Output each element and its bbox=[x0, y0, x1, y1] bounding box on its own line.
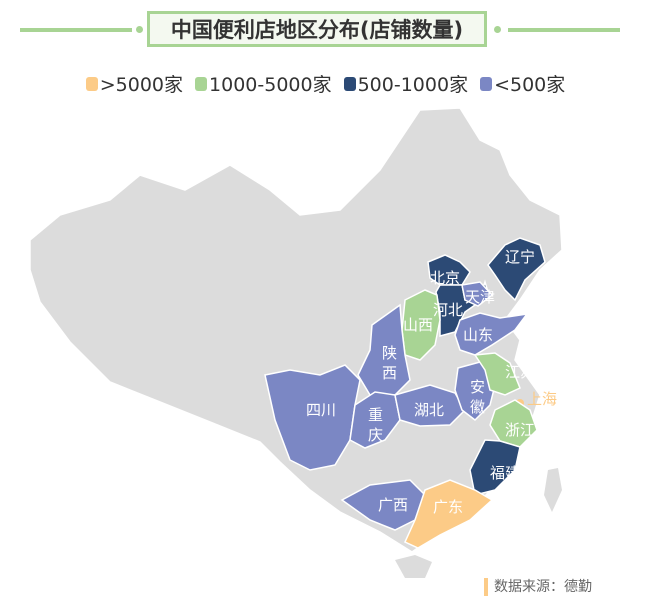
hainan-island bbox=[395, 555, 432, 578]
province-label: 辽宁 bbox=[505, 248, 535, 266]
province-region bbox=[454, 312, 529, 356]
title-dot-right bbox=[494, 26, 501, 33]
province-label: 四川 bbox=[306, 401, 336, 419]
province-region bbox=[349, 391, 401, 449]
province-label: 上海 bbox=[527, 390, 557, 408]
province-region bbox=[461, 281, 494, 307]
data-source: 数据来源：德勤 bbox=[484, 578, 592, 596]
province-region bbox=[487, 237, 546, 302]
legend-swatch bbox=[343, 76, 356, 91]
province-label: 重 bbox=[368, 406, 383, 424]
province-label: 徽 bbox=[470, 398, 485, 416]
title-dot-left bbox=[136, 26, 143, 33]
title-rule-left bbox=[20, 28, 132, 32]
province-region bbox=[357, 303, 411, 396]
legend-item: 500-1000家 bbox=[343, 70, 469, 97]
province-label: 天津 bbox=[465, 288, 495, 306]
legend-item: 1000-5000家 bbox=[195, 70, 332, 97]
province-region bbox=[469, 439, 521, 496]
province-region bbox=[427, 254, 471, 286]
legend-item: <500家 bbox=[480, 70, 565, 97]
legend-label: <500家 bbox=[494, 74, 566, 96]
province-label: 江苏 bbox=[505, 363, 535, 381]
title-rule-right bbox=[508, 28, 620, 32]
province-label: 浙江 bbox=[505, 421, 535, 439]
legend-swatch bbox=[195, 76, 208, 91]
legend-label: >5000家 bbox=[99, 74, 184, 96]
legend-label: 1000-5000家 bbox=[209, 74, 332, 96]
province-label: 湖北 bbox=[414, 401, 444, 419]
taiwan-island bbox=[544, 468, 562, 512]
province-label: 西 bbox=[382, 364, 397, 382]
province-label: 陕 bbox=[382, 344, 397, 362]
province-region bbox=[394, 384, 466, 427]
map-title: 中国便利店地区分布(店铺数量) bbox=[147, 11, 487, 47]
province-label: 北京 bbox=[430, 269, 460, 287]
province-region bbox=[473, 352, 521, 396]
province-label: 山东 bbox=[463, 326, 493, 344]
province-label: 安 bbox=[470, 378, 485, 396]
legend: >5000家 1000-5000家 500-1000家 <500家 bbox=[0, 70, 651, 97]
province-label: 福建 bbox=[490, 464, 520, 482]
legend-swatch bbox=[85, 76, 98, 91]
province-label: 山西 bbox=[403, 316, 433, 334]
legend-label: 500-1000家 bbox=[357, 74, 469, 96]
province-label: 河北 bbox=[433, 301, 463, 319]
legend-swatch bbox=[480, 76, 493, 91]
province-label: 广西 bbox=[378, 496, 408, 514]
province-label: 庆 bbox=[368, 426, 383, 444]
province-region bbox=[404, 479, 494, 549]
province-label: 广东 bbox=[433, 498, 463, 516]
legend-item: >5000家 bbox=[85, 70, 184, 97]
province-region bbox=[489, 399, 538, 448]
